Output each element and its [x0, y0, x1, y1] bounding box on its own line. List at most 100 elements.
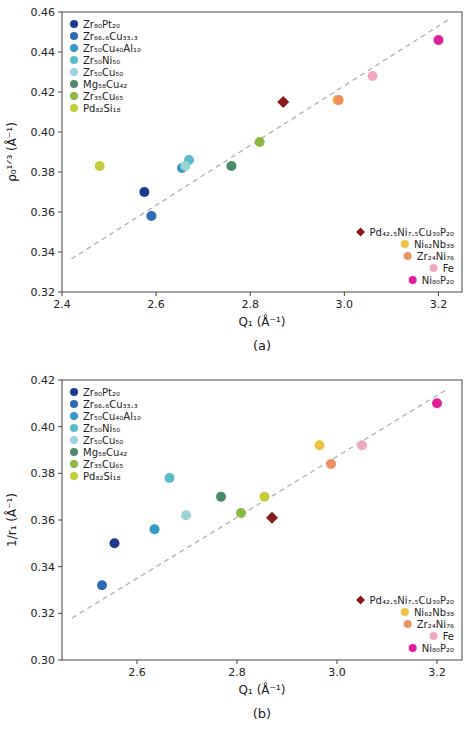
legend-marker: [409, 644, 417, 652]
legend-label: Zr₅₀Cu₄₀Al₁₀: [83, 411, 141, 422]
legend-label: Ni₆₂Nb₃₈: [414, 239, 454, 250]
y-tick: [58, 660, 62, 661]
y-tick: [58, 132, 62, 133]
legend-marker: [70, 448, 78, 456]
legend-label: Fe: [443, 263, 454, 274]
y-tick-label: 0.44: [31, 46, 56, 59]
y-tick-label: 0.46: [31, 6, 56, 19]
legend-label: Pd₈₂Si₁₈: [83, 103, 121, 114]
point: [150, 524, 160, 534]
point: [110, 538, 120, 548]
y-tick-label: 0.38: [31, 166, 56, 179]
y-tick-label: 0.30: [31, 654, 56, 667]
y-tick: [58, 172, 62, 173]
legend-marker: [70, 80, 78, 88]
point: [146, 211, 156, 221]
x-axis-label: Q₁ (Å⁻¹): [239, 682, 286, 697]
point: [433, 35, 443, 45]
legend-marker: [70, 32, 78, 40]
reference-line: [71, 20, 447, 259]
legend-marker: [356, 596, 365, 605]
y-tick-label: 0.36: [31, 206, 56, 219]
y-tick: [58, 252, 62, 253]
point: [368, 71, 378, 81]
legend-marker: [70, 56, 78, 64]
x-tick: [137, 660, 138, 664]
point: [334, 95, 344, 105]
y-tick: [58, 566, 62, 567]
legend-marker: [401, 240, 409, 248]
point: [139, 187, 149, 197]
legend-marker: [356, 228, 365, 237]
y-tick: [58, 613, 62, 614]
y-axis-label: 1/r₁ (Å⁻¹): [4, 493, 19, 547]
point: [181, 510, 191, 520]
y-tick: [58, 12, 62, 13]
legend-label: Pd₈₂Si₁₈: [83, 471, 121, 482]
data-area: [71, 20, 447, 259]
y-tick-label: 0.36: [31, 514, 56, 527]
x-tick-label: 3.0: [336, 298, 354, 311]
legend-label: Zr₂₄Ni₇₆: [417, 251, 454, 262]
y-tick-label: 0.40: [31, 421, 56, 434]
legend-marker: [70, 68, 78, 76]
point: [95, 161, 105, 171]
legend-marker: [409, 276, 417, 284]
point: [255, 137, 265, 147]
x-tick: [62, 292, 63, 296]
x-axis-label: Q₁ (Å⁻¹): [239, 314, 286, 329]
legend-label: Fe: [443, 631, 454, 642]
legend: Pd₄₂.₅Ni₇.₅Cu₃₀P₂₀Ni₆₂Nb₃₈Zr₂₄Ni₇₆FeNi₈₀…: [356, 595, 454, 654]
x-tick-label: 2.8: [241, 298, 259, 311]
point: [326, 459, 336, 469]
panel: 2.62.83.03.20.300.320.340.360.380.400.42…: [4, 374, 462, 721]
point: [432, 398, 442, 408]
x-tick: [250, 292, 251, 296]
plot-frame: [62, 12, 462, 292]
legend-label: Ni₈₀P₂₀: [422, 275, 454, 286]
panel-label: (a): [253, 338, 271, 353]
legend-marker: [430, 632, 438, 640]
y-tick-label: 0.34: [31, 561, 56, 574]
legend-label: Zr₆₆.₆Cu₃₃.₃: [83, 31, 138, 42]
point: [236, 508, 246, 518]
y-tick: [58, 426, 62, 427]
legend-label: Pd₄₂.₅Ni₇.₅Cu₃₀P₂₀: [370, 595, 454, 606]
legend-label: Zr₆₆.₆Cu₃₃.₃: [83, 399, 138, 410]
point: [266, 512, 278, 524]
legend-label: Ni₆₂Nb₃₈: [414, 607, 454, 618]
reference-line: [72, 389, 447, 618]
data-area: [72, 389, 447, 618]
x-tick: [156, 292, 157, 296]
legend-marker: [70, 104, 78, 112]
legend-marker: [70, 44, 78, 52]
legend-label: Zr₈₀Pt₂₀: [83, 387, 120, 398]
y-tick: [58, 92, 62, 93]
legend-marker: [70, 400, 78, 408]
y-tick: [58, 520, 62, 521]
plot-frame: [62, 380, 462, 660]
legend-label: Zr₅₀Cu₅₀: [83, 435, 123, 446]
panel: 2.42.62.83.03.20.320.340.360.380.400.420…: [4, 6, 462, 353]
legend-label: Mg₅₈Cu₄₂: [83, 447, 127, 458]
legend-label: Zr₅₀Cu₅₀: [83, 67, 123, 78]
y-tick-label: 0.42: [31, 374, 56, 387]
point: [165, 473, 175, 483]
legend: Zr₈₀Pt₂₀Zr₆₆.₆Cu₃₃.₃Zr₅₀Cu₄₀Al₁₀Zr₅₀Ni₅₀…: [70, 19, 141, 114]
legend-label: Zr₈₀Pt₂₀: [83, 19, 120, 30]
legend-label: Zr₅₀Cu₄₀Al₁₀: [83, 43, 141, 54]
x-tick-label: 3.2: [428, 666, 446, 679]
x-tick: [337, 660, 338, 664]
y-tick: [58, 212, 62, 213]
x-tick-label: 3.2: [430, 298, 448, 311]
legend-label: Mg₅₈Cu₄₂: [83, 79, 127, 90]
legend-marker: [70, 92, 78, 100]
legend: Pd₄₂.₅Ni₇.₅Cu₃₀P₂₀Ni₆₂Nb₃₈Zr₂₄Ni₇₆FeNi₈₀…: [356, 227, 454, 286]
panel-label: (b): [253, 706, 271, 721]
legend: Zr₈₀Pt₂₀Zr₆₆.₆Cu₃₃.₃Zr₅₀Cu₄₀Al₁₀Zr₅₀Ni₅₀…: [70, 387, 141, 482]
legend-marker: [404, 620, 412, 628]
legend-label: Zr₅₀Ni₅₀: [83, 55, 120, 66]
x-tick: [237, 660, 238, 664]
y-tick: [58, 473, 62, 474]
x-tick-label: 3.0: [328, 666, 346, 679]
